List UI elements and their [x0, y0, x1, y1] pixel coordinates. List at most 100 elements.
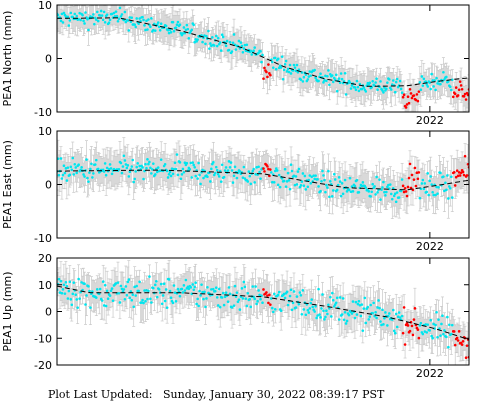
- data-point: [223, 295, 227, 299]
- data-point: [361, 181, 365, 184]
- data-point: [399, 189, 403, 193]
- data-point: [431, 190, 434, 194]
- data-point: [204, 305, 207, 309]
- data-point: [228, 165, 232, 169]
- data-point: [149, 25, 152, 29]
- data-point: [283, 167, 287, 171]
- recent-data-point: [265, 70, 268, 74]
- data-point: [443, 189, 446, 193]
- data-point: [83, 282, 86, 285]
- data-point: [105, 289, 109, 293]
- data-point: [385, 87, 388, 91]
- data-point: [164, 288, 168, 291]
- error-bars: [57, 259, 469, 365]
- recent-data-point: [453, 184, 457, 187]
- data-point: [59, 279, 63, 283]
- data-point: [72, 173, 76, 176]
- recent-data-point: [463, 154, 467, 158]
- data-point: [450, 196, 454, 199]
- data-point: [66, 166, 70, 169]
- data-point: [374, 310, 377, 314]
- data-point: [77, 277, 80, 281]
- data-point: [166, 176, 170, 179]
- data-point: [59, 19, 63, 23]
- data-point: [238, 308, 242, 311]
- data-point: [216, 304, 220, 307]
- data-point: [299, 184, 303, 187]
- data-point: [389, 183, 392, 186]
- data-point: [419, 88, 423, 92]
- data-point: [138, 280, 141, 284]
- data-point: [156, 166, 160, 169]
- data-point: [176, 20, 180, 24]
- data-point: [150, 301, 153, 304]
- data-point: [225, 39, 229, 43]
- data-point: [376, 88, 379, 91]
- data-point: [69, 165, 73, 169]
- recent-data-point: [459, 84, 463, 87]
- data-point: [238, 170, 242, 173]
- data-point: [320, 307, 323, 310]
- data-point: [301, 289, 305, 292]
- data-point: [91, 176, 94, 179]
- data-point: [343, 178, 347, 182]
- recent-data-point: [407, 101, 411, 105]
- data-point: [57, 13, 60, 17]
- data-point: [349, 87, 353, 90]
- data-point: [279, 309, 283, 312]
- data-point: [445, 75, 448, 79]
- data-point: [277, 173, 281, 177]
- data-point: [60, 12, 64, 16]
- data-point: [100, 14, 104, 17]
- data-point: [108, 294, 112, 297]
- data-point: [275, 169, 279, 172]
- data-point: [102, 304, 106, 307]
- data-point: [116, 19, 120, 23]
- data-point: [355, 79, 359, 83]
- data-point: [107, 168, 111, 171]
- recent-data-point: [268, 293, 271, 297]
- data-point: [233, 284, 237, 288]
- data-point: [302, 184, 306, 188]
- data-point: [146, 158, 149, 161]
- data-point: [130, 16, 134, 19]
- data-point: [218, 305, 222, 309]
- data-point: [323, 178, 326, 182]
- data-point: [214, 34, 218, 38]
- x-tick-label: 2022: [416, 114, 444, 127]
- data-point: [293, 66, 297, 69]
- data-point: [189, 286, 193, 289]
- data-point: [339, 194, 343, 198]
- data-point: [102, 170, 106, 173]
- data-point: [182, 170, 186, 174]
- data-point: [432, 85, 435, 88]
- data-point: [430, 183, 433, 186]
- data-point: [242, 165, 246, 169]
- data-point: [154, 173, 157, 176]
- data-point: [430, 72, 433, 76]
- data-point: [192, 163, 195, 167]
- data-point: [66, 297, 70, 300]
- data-point: [355, 313, 359, 316]
- recent-data-point: [265, 291, 268, 294]
- data-point: [119, 161, 123, 165]
- data-point: [287, 179, 291, 182]
- data-point: [375, 175, 378, 179]
- data-point: [220, 296, 224, 299]
- data-point: [125, 293, 129, 297]
- data-point: [318, 313, 321, 316]
- recent-data-point: [465, 174, 469, 177]
- data-point: [330, 315, 333, 318]
- data-point: [202, 297, 205, 301]
- data-point: [423, 182, 427, 185]
- data-point: [104, 173, 108, 177]
- data-point: [337, 77, 341, 80]
- data-point: [326, 74, 329, 78]
- data-point: [444, 181, 447, 185]
- data-point: [103, 162, 107, 165]
- data-point: [85, 294, 88, 297]
- data-point: [288, 294, 292, 298]
- data-point: [299, 293, 303, 297]
- data-point: [307, 75, 311, 78]
- data-point: [390, 88, 393, 91]
